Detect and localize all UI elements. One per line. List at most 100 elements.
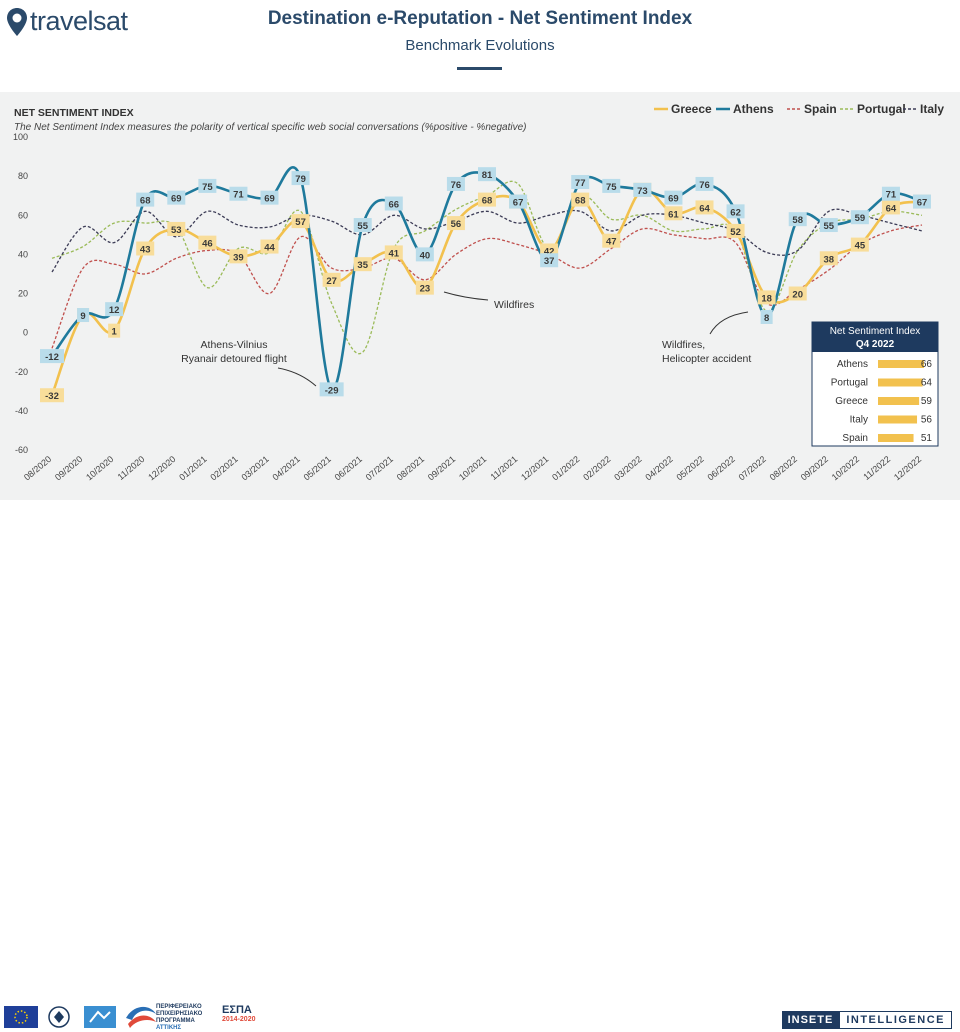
data-label-greece: 68 [571, 192, 590, 207]
x-tick-label: 08/2021 [395, 454, 426, 483]
data-label-text: 66 [388, 200, 399, 211]
data-label-athens: 67 [509, 194, 528, 209]
data-label-athens: 55 [353, 218, 372, 233]
data-label-text: 69 [171, 194, 182, 205]
data-label-bg [695, 200, 714, 215]
data-label-text: 71 [886, 190, 897, 201]
brand-box: INSETE [781, 1011, 840, 1029]
data-label-text: -32 [45, 391, 59, 402]
data-label-bg [602, 178, 621, 193]
program-line-4: ΑΤΤΙΚΗΣ [156, 1025, 182, 1031]
title-divider [457, 67, 502, 70]
data-label-greece: 1 [108, 323, 121, 338]
inset-subtitle: Q4 2022 [856, 339, 895, 350]
data-label-athens: 81 [478, 167, 496, 182]
data-label-bg [664, 190, 683, 205]
data-label-athens: 59 [850, 210, 869, 225]
x-tick-label: 07/2021 [364, 454, 395, 483]
data-label-athens: 75 [602, 178, 621, 193]
inset-row-bar [878, 434, 914, 442]
x-tick-label: 02/2021 [208, 454, 239, 483]
data-label-bg [415, 247, 434, 262]
inset-row-label: Spain [842, 433, 868, 444]
inset-row-value: 51 [921, 433, 933, 444]
series-line-spain [51, 224, 923, 349]
data-label-text: 44 [264, 243, 275, 254]
legend-label-athens: Athens [733, 102, 774, 116]
net-sentiment-chart: NET SENTIMENT INDEX The Net Sentiment In… [13, 102, 944, 483]
legend-label-spain: Spain [804, 102, 837, 116]
data-label-athens: 73 [633, 182, 652, 197]
data-label-greece: 46 [198, 235, 217, 250]
data-label-text: 64 [886, 203, 897, 214]
data-label-greece: 53 [167, 221, 186, 236]
data-label-bg [757, 290, 776, 305]
data-label-text: 55 [823, 221, 834, 232]
data-label-text: 75 [202, 182, 213, 193]
data-label-text: 79 [295, 174, 306, 185]
data-label-bg [760, 309, 773, 324]
data-label-text: 68 [575, 196, 586, 207]
data-label-greece: 39 [229, 249, 248, 264]
inset-row-label: Italy [850, 415, 868, 426]
x-tick-label: 07/2022 [737, 454, 768, 483]
data-label-text: 73 [637, 186, 648, 197]
data-label-bg [40, 349, 64, 364]
data-label-bg [229, 186, 248, 201]
chart-annotations: Athens-Vilnius Ryanair detoured flight Wil… [181, 291, 751, 387]
data-label-athens: -12 [40, 349, 64, 364]
data-label-athens: 40 [415, 247, 434, 262]
data-label-text: 58 [792, 215, 803, 226]
data-label-bg [260, 239, 279, 254]
data-label-bg [446, 176, 465, 191]
brand-text: INTELLIGENCE [839, 1011, 952, 1029]
data-label-bg [881, 186, 900, 201]
data-label-bg [40, 388, 64, 403]
travelsat-logo: travelsat [6, 6, 128, 37]
data-label-text: 38 [823, 254, 834, 265]
data-label-text: -12 [45, 352, 59, 363]
x-tick-label: 01/2021 [177, 454, 208, 483]
eu-flag-icon [4, 1006, 38, 1028]
data-label-text: 43 [140, 245, 151, 256]
data-label-text: 77 [575, 178, 586, 189]
data-label-greece: 56 [446, 216, 465, 231]
data-label-bg [850, 237, 869, 252]
x-tick-label: 03/2022 [612, 454, 643, 483]
data-label-text: 57 [295, 217, 306, 228]
y-tick-label: -20 [15, 367, 28, 377]
x-tick-label: 12/2021 [519, 454, 550, 483]
data-label-bg [291, 171, 310, 186]
x-tick-label: 01/2022 [550, 454, 581, 483]
data-label-bg [291, 214, 310, 229]
inset-row-label: Greece [835, 396, 868, 407]
inset-row-label: Portugal [831, 378, 868, 389]
annotation-arrow [277, 367, 317, 387]
x-tick-label: 10/2021 [457, 454, 488, 483]
program-swirl-icon [126, 1006, 156, 1028]
data-label-text: 67 [917, 198, 928, 209]
x-tick-label: 04/2021 [270, 454, 301, 483]
x-tick-label: 11/2021 [489, 454, 520, 482]
data-label-bg [136, 241, 155, 256]
logo-text: travelsat [30, 6, 128, 36]
x-tick-label: 11/2022 [861, 454, 892, 482]
data-label-greece: 64 [881, 200, 900, 215]
data-label-text: 81 [482, 170, 493, 181]
data-label-bg [384, 196, 403, 211]
data-label-text: 18 [761, 293, 772, 304]
annotation-line: Wildfires, [662, 339, 705, 351]
data-label-text: 12 [109, 305, 120, 316]
data-label-text: 1 [111, 327, 117, 338]
x-tick-label: 09/2021 [426, 454, 457, 483]
annotation-text: Wildfires [494, 299, 534, 311]
data-label-bg [105, 302, 124, 317]
data-label-bg [695, 176, 714, 191]
x-tick-label: 10/2020 [84, 454, 115, 483]
annotation-arrow [443, 291, 489, 301]
data-label-bg [136, 192, 155, 207]
data-label-text: 76 [699, 180, 710, 191]
footer: ΠΕΡΙΦΕΡΕΙΑΚΟ ΕΠΙΧΕΙΡΗΣΙΑΚΟ ΠΡΟΓΡΑΜΜΑ ΑΤΤ… [0, 500, 960, 1031]
data-label-bg [319, 382, 344, 397]
inset-row-bar [878, 397, 920, 405]
